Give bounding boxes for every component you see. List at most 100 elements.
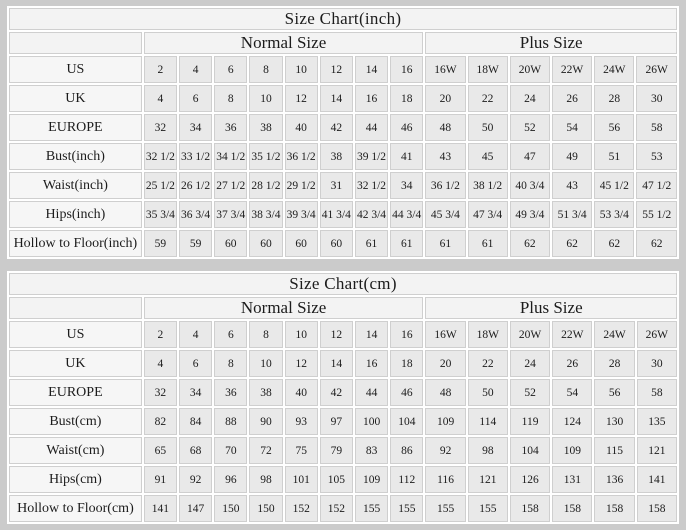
size-value: 36 1/2 (425, 172, 466, 199)
size-row: Hollow to Floor(inch) 59 59 60 60 60 60 61 61 61 6… (9, 230, 677, 257)
row-label: Hollow to Floor(inch) (9, 230, 142, 257)
size-value: 141 (636, 466, 677, 493)
size-value: 35 1/2 (249, 143, 283, 170)
size-value: 12 (319, 56, 353, 83)
size-value: 46 (390, 379, 424, 406)
size-value: 34 (179, 379, 213, 406)
size-value: 68 (179, 437, 213, 464)
size-value: 43 (551, 172, 593, 199)
size-value: 51 (594, 143, 635, 170)
size-value: 8 (214, 85, 248, 112)
row-label: Hollow to Floor(cm) (9, 495, 142, 522)
size-value: 114 (467, 408, 508, 435)
size-value: 152 (284, 495, 318, 522)
size-row: US 2 4 6 8 10 12 14 16 16W 18W 20W 22W 24W 26W (9, 321, 677, 348)
size-value: 53 3/4 (594, 201, 635, 228)
size-value: 49 3/4 (509, 201, 550, 228)
table-title-row: Size Chart(cm) (9, 273, 677, 295)
size-value: 26W (636, 321, 677, 348)
size-value: 72 (249, 437, 283, 464)
size-value: 131 (552, 466, 593, 493)
size-value: 60 (319, 230, 353, 257)
size-row: Hips(inch) 35 3/4 36 3/4 37 3/4 38 3/4 39 3/4… (9, 201, 677, 228)
size-value: 20 (425, 85, 466, 112)
size-value: 28 (594, 350, 635, 377)
size-value: 2 (143, 56, 177, 83)
size-value: 18W (467, 56, 508, 83)
size-value: 62 (594, 230, 635, 257)
size-value: 41 (390, 143, 424, 170)
size-value: 91 (143, 466, 178, 493)
size-value: 10 (284, 321, 318, 348)
size-value: 105 (319, 466, 354, 493)
row-label: Hips(cm) (9, 466, 142, 493)
size-value: 12 (284, 350, 318, 377)
size-value: 45 1/2 (594, 172, 635, 199)
size-value: 61 (390, 230, 424, 257)
size-value: 16 (354, 85, 389, 112)
size-value: 98 (467, 437, 508, 464)
table-title-row: Size Chart(inch) (9, 8, 677, 30)
size-value: 44 (355, 379, 389, 406)
size-value: 37 3/4 (214, 201, 248, 228)
size-value: 65 (143, 437, 178, 464)
size-value: 28 1/2 (249, 172, 283, 199)
size-value: 2 (143, 321, 178, 348)
size-value: 92 (425, 437, 466, 464)
size-value: 20W (509, 321, 551, 348)
size-value: 32 1/2 (354, 172, 389, 199)
size-value: 75 (284, 437, 318, 464)
size-value: 84 (179, 408, 213, 435)
size-value: 38 1/2 (467, 172, 508, 199)
size-value: 38 3/4 (249, 201, 283, 228)
size-value: 29 1/2 (284, 172, 318, 199)
size-value: 6 (179, 350, 213, 377)
size-value: 35 3/4 (143, 201, 177, 228)
size-value: 98 (249, 466, 283, 493)
row-label: US (9, 321, 142, 348)
size-value: 121 (636, 437, 677, 464)
size-value: 155 (467, 495, 508, 522)
size-value: 39 1/2 (354, 143, 389, 170)
size-value: 50 (467, 114, 508, 141)
size-value: 109 (425, 408, 466, 435)
size-value: 124 (552, 408, 593, 435)
column-group-row: Normal Size Plus Size (9, 297, 677, 319)
size-value: 22W (551, 56, 593, 83)
corner-cell (9, 32, 142, 54)
size-value: 55 1/2 (636, 201, 677, 228)
row-label: Waist(inch) (9, 172, 142, 199)
size-value: 16 (390, 56, 424, 83)
size-value: 147 (179, 495, 213, 522)
size-value: 16 (390, 321, 424, 348)
plus-size-header: Plus Size (425, 297, 677, 319)
size-value: 36 3/4 (178, 201, 213, 228)
size-value: 36 (214, 114, 248, 141)
row-label: US (9, 56, 142, 83)
normal-size-header: Normal Size (143, 32, 424, 54)
size-value: 136 (594, 466, 635, 493)
size-value: 25 1/2 (143, 172, 177, 199)
size-value: 10 (249, 350, 283, 377)
size-value: 47 1/2 (636, 172, 677, 199)
size-value: 58 (636, 114, 677, 141)
size-value: 152 (319, 495, 354, 522)
size-value: 93 (284, 408, 318, 435)
size-value: 6 (214, 321, 248, 348)
size-value: 60 (214, 230, 248, 257)
row-label: Waist(cm) (9, 437, 142, 464)
size-value: 36 1/2 (284, 143, 318, 170)
size-value: 40 3/4 (509, 172, 550, 199)
size-row: UK 4 6 8 10 12 14 16 18 20 22 24 26 28 30 (9, 85, 677, 112)
size-value: 6 (214, 56, 248, 83)
size-value: 59 (178, 230, 213, 257)
size-value: 100 (355, 408, 389, 435)
normal-size-header: Normal Size (143, 297, 424, 319)
row-label: Bust(inch) (9, 143, 142, 170)
size-value: 126 (509, 466, 551, 493)
size-value: 24 (509, 350, 551, 377)
size-value: 46 (390, 114, 424, 141)
size-value: 45 (467, 143, 508, 170)
size-value: 47 3/4 (467, 201, 508, 228)
size-value: 18W (467, 321, 508, 348)
